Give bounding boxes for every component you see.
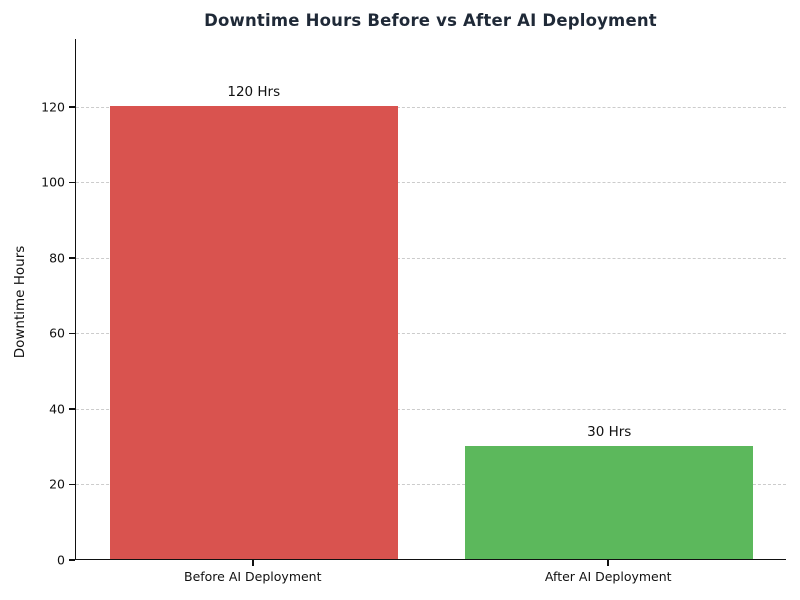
bar-after-ai-deployment (465, 445, 754, 559)
y-tick-mark-80 (68, 257, 75, 259)
gridline-y-120 (76, 106, 786, 108)
bar-value-label-2: 30 Hrs (587, 423, 632, 440)
y-tick-mark-100 (68, 181, 75, 184)
y-tick-label-40: 40 (49, 401, 65, 417)
gridline-y-20 (76, 484, 786, 486)
y-tick-label-120: 120 (41, 99, 65, 115)
gridline-y-40 (76, 408, 786, 410)
bar-value-label-1: 120 Hrs (227, 83, 281, 100)
x-tick-mark-2 (607, 560, 610, 566)
gridline-y-100 (76, 182, 786, 184)
bar-before-ai-deployment (109, 105, 398, 559)
y-tick-label-60: 60 (49, 325, 65, 341)
y-tick-mark-0 (68, 559, 75, 561)
y-tick-label-100: 100 (41, 174, 65, 190)
y-tick-mark-120 (68, 106, 75, 108)
gridline-y-80 (76, 257, 786, 259)
x-tick-mark-1 (251, 560, 254, 566)
chart-title: Downtime Hours Before vs After AI Deploy… (204, 11, 657, 30)
plot-area: 120 Hrs 30 Hrs (75, 39, 786, 560)
gridline-y-60 (76, 333, 786, 335)
x-tick-label-2: After AI Deployment (544, 569, 672, 584)
y-tick-label-0: 0 (57, 552, 65, 568)
y-tick-mark-40 (68, 408, 75, 410)
x-tick-label-1: Before AI Deployment (183, 569, 322, 584)
y-tick-label-20: 20 (49, 476, 65, 492)
y-tick-mark-20 (68, 483, 75, 486)
y-tick-mark-60 (68, 332, 75, 335)
y-tick-label-80: 80 (49, 250, 65, 266)
